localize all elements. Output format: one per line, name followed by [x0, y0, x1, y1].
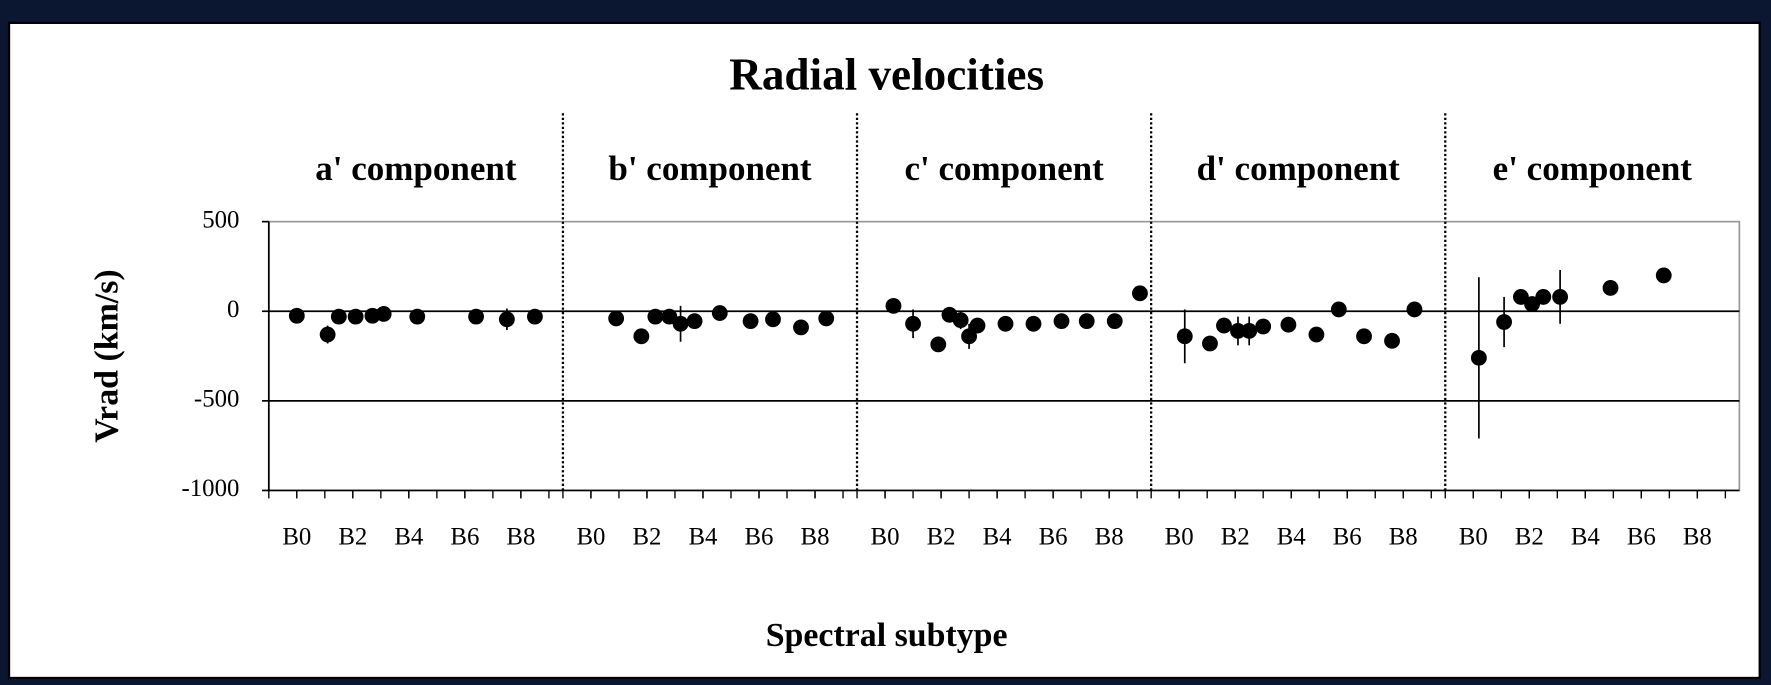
data-point: [498, 311, 515, 328]
data-point: [969, 317, 986, 334]
data-point: [1602, 280, 1619, 296]
data-point: [1255, 318, 1272, 335]
panel-title: c' component: [904, 149, 1104, 188]
data-point: [1535, 289, 1552, 305]
x-tick-label: B8: [1389, 524, 1418, 551]
data-point: [818, 310, 835, 327]
data-point: [319, 326, 336, 343]
chart-frame: [7, 21, 1761, 680]
y-axis-label: Vrad (km/s): [88, 269, 125, 442]
data-point: [1524, 296, 1541, 312]
x-tick-label: B2: [338, 524, 367, 551]
data-point: [997, 315, 1014, 332]
data-point: [1280, 316, 1297, 333]
data-point: [647, 308, 664, 325]
data-point: [1512, 289, 1529, 305]
data-point: [1330, 301, 1347, 318]
data-point: [742, 313, 759, 330]
x-tick-label: B2: [632, 524, 661, 551]
data-point: [1078, 313, 1095, 330]
x-tick-label: B4: [1571, 524, 1601, 551]
x-tick-label: B2: [1515, 524, 1544, 551]
data-point: [765, 311, 781, 328]
panel-title: e' component: [1493, 149, 1693, 188]
data-point: [1552, 289, 1569, 305]
data-point: [686, 313, 703, 330]
data-point: [468, 308, 484, 325]
data-point: [1202, 335, 1218, 352]
x-tick-label: B8: [506, 524, 535, 551]
y-tick-label: -1000: [182, 475, 240, 502]
x-tick-label: B2: [927, 524, 956, 551]
y-tick-label: 0: [227, 296, 239, 323]
data-point: [409, 308, 426, 325]
x-tick-label: B2: [1221, 524, 1250, 551]
data-point: [1132, 285, 1148, 302]
data-point: [1384, 332, 1400, 349]
data-point: [905, 315, 921, 332]
x-tick-label: B0: [282, 524, 311, 551]
x-tick-label: B0: [1459, 524, 1488, 551]
data-point: [1053, 313, 1070, 330]
x-tick-label: B8: [801, 524, 830, 551]
data-point: [661, 308, 678, 325]
data-point: [885, 297, 902, 314]
x-tick-label: B4: [1277, 524, 1307, 551]
x-tick-label: B4: [688, 524, 718, 551]
data-point: [1216, 317, 1232, 334]
data-point: [1406, 301, 1423, 318]
x-tick-label: B8: [1095, 524, 1124, 551]
data-point: [1308, 326, 1325, 343]
data-point: [1655, 267, 1672, 284]
x-tick-label: B6: [450, 524, 479, 551]
y-tick-label: -500: [194, 386, 240, 413]
data-point: [672, 315, 689, 332]
data-point: [375, 306, 392, 322]
data-point: [527, 308, 543, 325]
data-point: [1230, 323, 1246, 339]
panel-title: d' component: [1197, 149, 1401, 188]
data-point: [793, 319, 809, 336]
x-tick-label: B6: [1039, 524, 1068, 551]
data-point: [1470, 349, 1487, 366]
x-tick-label: B6: [745, 524, 774, 551]
data-point: [633, 328, 650, 345]
x-tick-label: B0: [1165, 524, 1194, 551]
x-tick-label: B0: [871, 524, 900, 551]
x-tick-label: B8: [1683, 524, 1712, 551]
data-point: [711, 305, 728, 321]
chart-title: Radial velocities: [729, 50, 1044, 100]
data-point: [961, 328, 977, 345]
x-tick-label: B0: [576, 524, 605, 551]
x-tick-label: B4: [983, 524, 1013, 551]
data-point: [347, 308, 364, 325]
data-point: [1025, 315, 1042, 332]
data-point: [1356, 328, 1372, 345]
data-point: [608, 310, 625, 327]
data-point: [1496, 314, 1512, 330]
data-point: [952, 312, 969, 329]
data-point: [288, 307, 305, 324]
y-tick-label: 500: [202, 206, 239, 233]
data-point: [1241, 323, 1258, 339]
panel-title: a' component: [315, 149, 517, 188]
panel-title: b' component: [608, 149, 812, 188]
x-tick-label: B6: [1627, 524, 1656, 551]
x-tick-label: B6: [1333, 524, 1362, 551]
x-tick-label: B4: [394, 524, 424, 551]
x-axis-label: Spectral subtype: [766, 617, 1008, 654]
data-point: [930, 336, 947, 353]
data-point: [1106, 313, 1123, 330]
data-point: [1176, 328, 1193, 345]
data-point: [330, 308, 347, 325]
